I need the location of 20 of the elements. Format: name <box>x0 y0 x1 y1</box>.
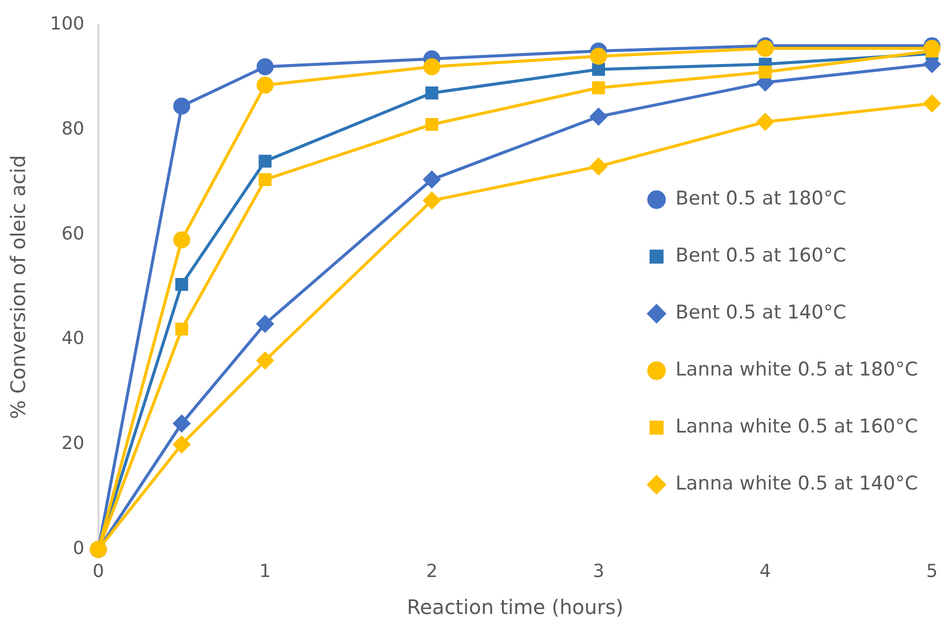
y-tick-label: 0 <box>72 538 84 560</box>
legend-label: Lanna white 0.5 at 140°C <box>676 472 918 495</box>
legend-label: Bent 0.5 at 180°C <box>676 188 846 210</box>
legend-label: Lanna white 0.5 at 160°C <box>676 416 918 438</box>
legend-label: Lanna white 0.5 at 180°C <box>676 358 918 381</box>
legend-label: Bent 0.5 at 160°C <box>676 244 846 267</box>
y-tick-label: 20 <box>61 433 84 454</box>
x-tick-label: 2 <box>426 560 438 582</box>
y-tick-label: 60 <box>61 223 84 244</box>
legend-label: Bent 0.5 at 140°C <box>676 302 846 324</box>
y-tick-label: 80 <box>61 118 84 140</box>
x-tick-label: 5 <box>926 560 938 582</box>
y-tick-label: 100 <box>50 13 84 34</box>
y-axis-title: % Conversion of oleic acid <box>6 155 30 420</box>
x-axis-title: Reaction time (hours) <box>406 595 624 620</box>
x-tick-label: 3 <box>592 560 604 582</box>
x-tick-label: 0 <box>92 560 104 582</box>
x-tick-label: 4 <box>760 560 771 582</box>
y-tick-label: 40 <box>61 328 84 350</box>
x-tick-label: 1 <box>259 560 271 582</box>
